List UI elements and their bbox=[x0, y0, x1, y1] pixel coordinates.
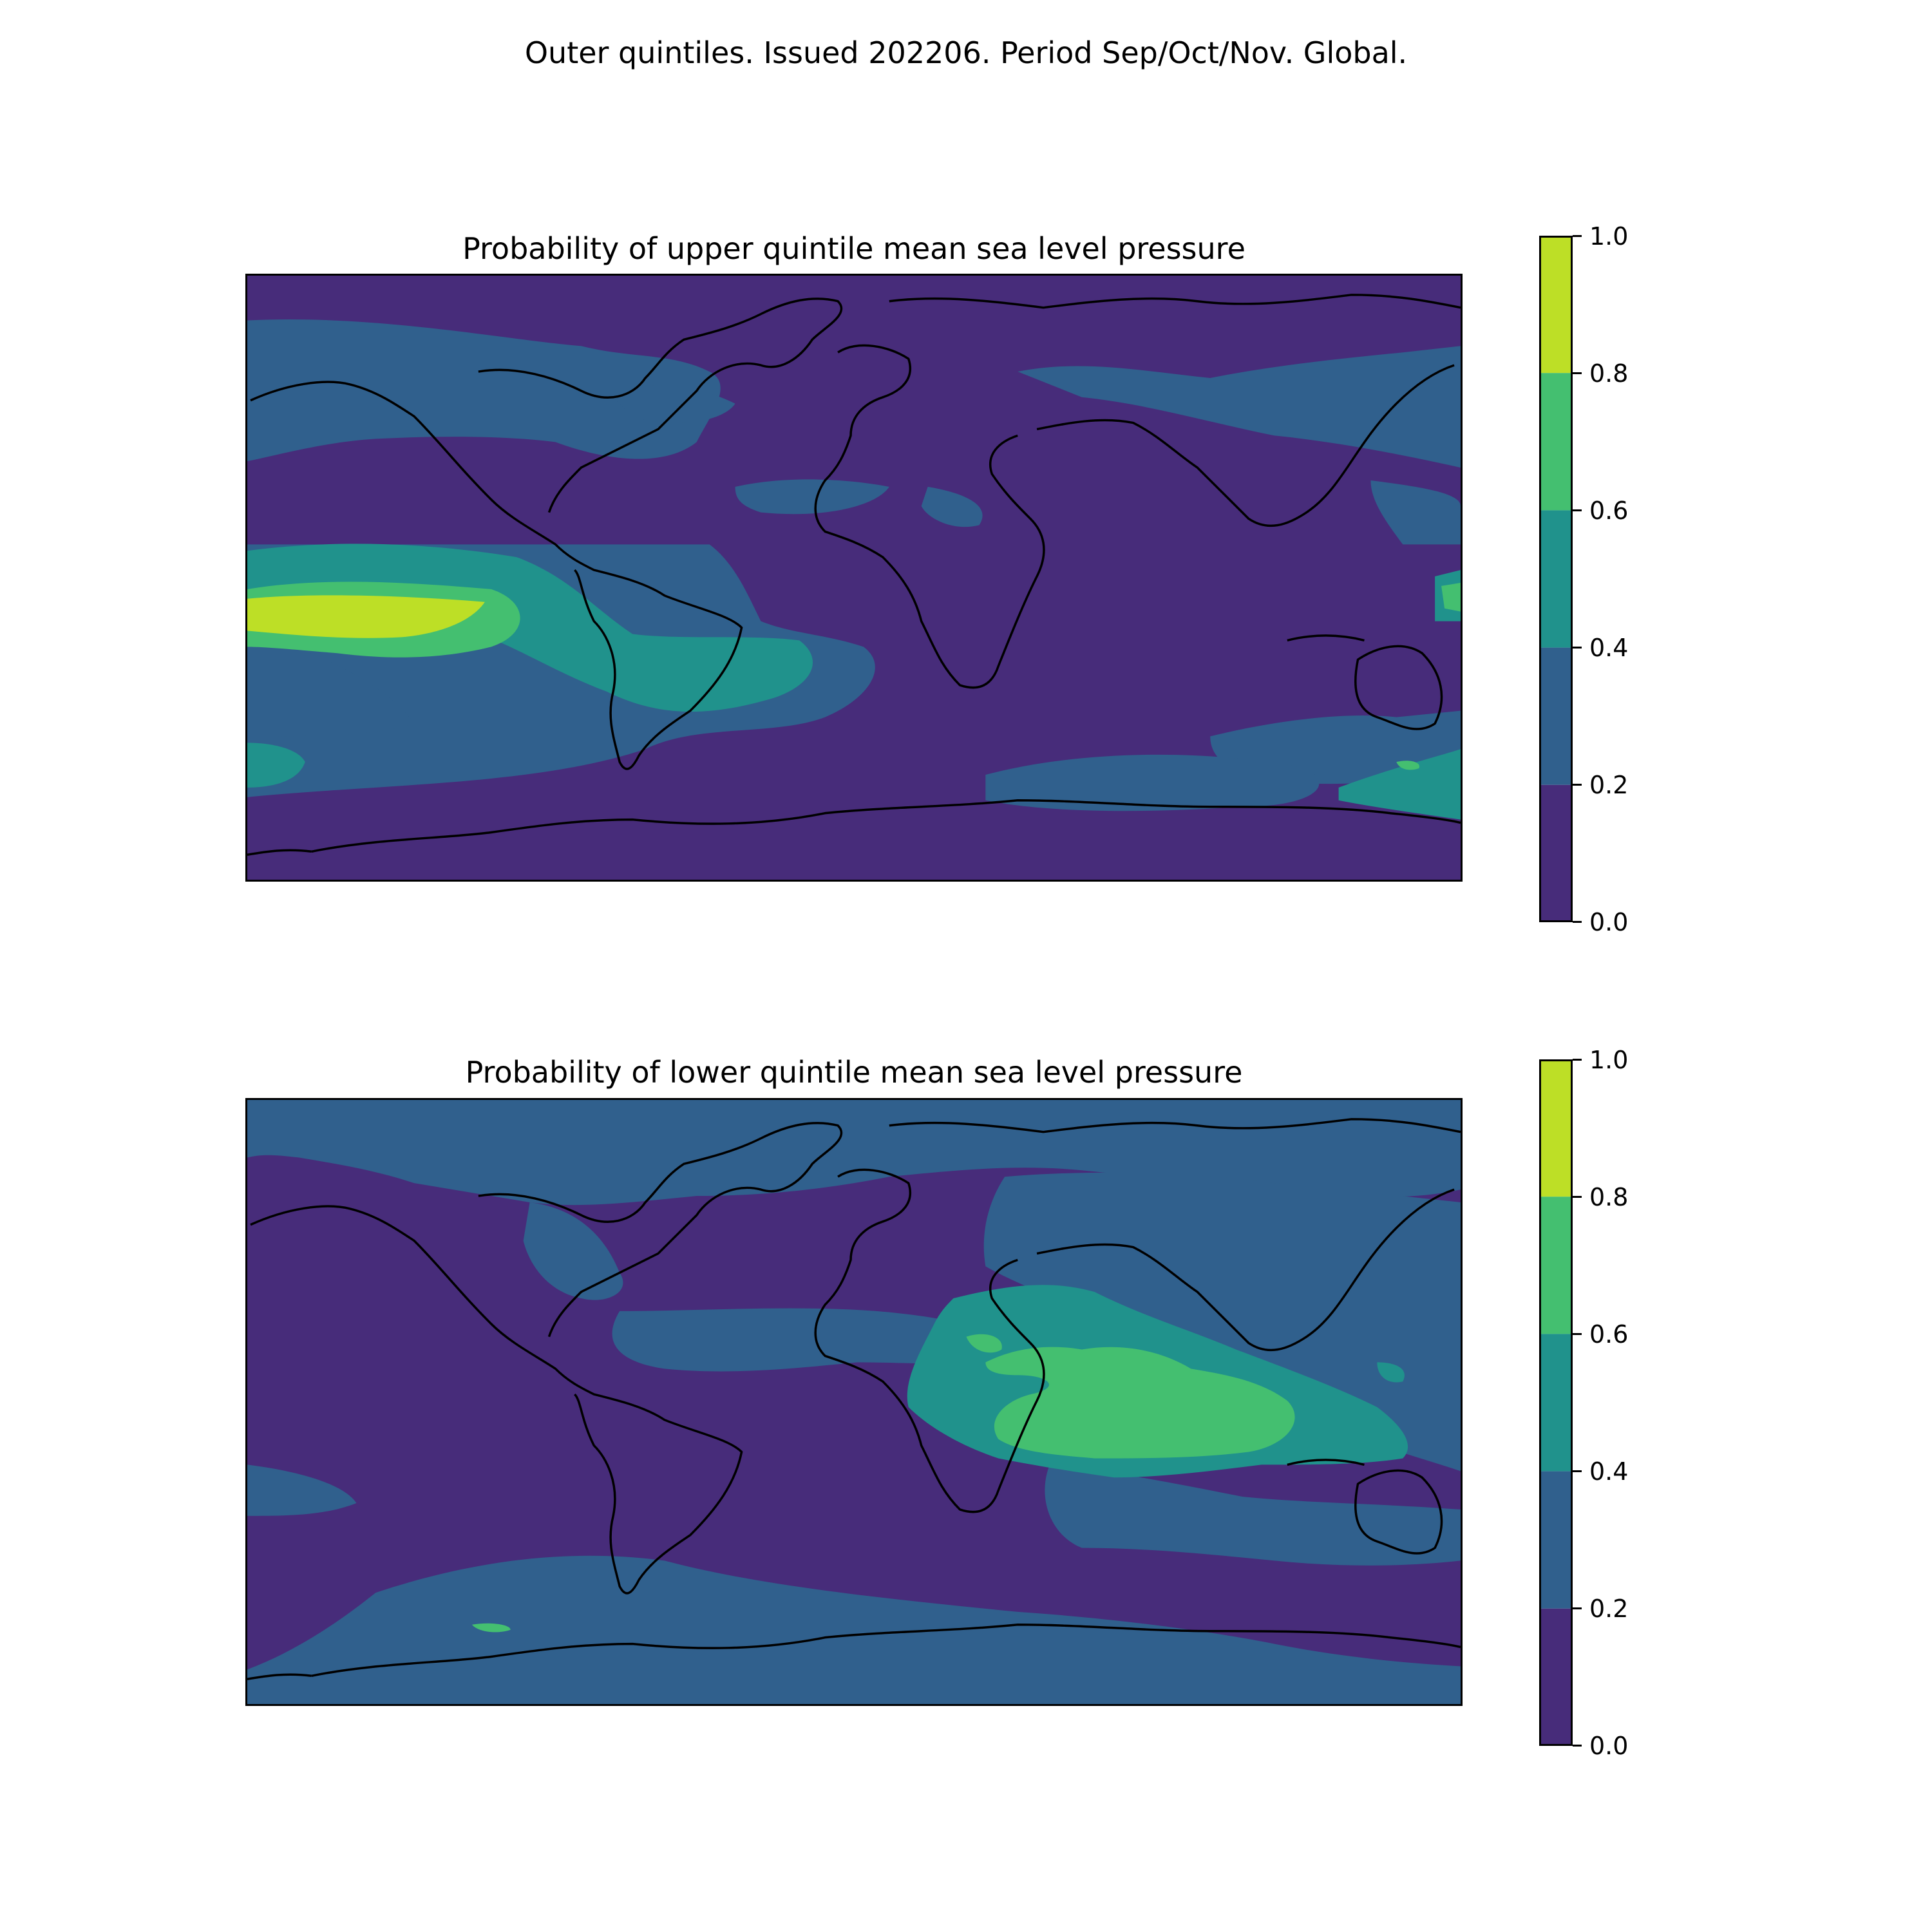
colorbar-tick-label: 0.6 bbox=[1589, 1320, 1629, 1349]
colorbar-upper-swatches bbox=[1539, 236, 1573, 922]
colorbar-tick-label: 0.0 bbox=[1589, 908, 1629, 936]
colorbar-tick-mark bbox=[1573, 1196, 1582, 1198]
colorbar-tick-mark bbox=[1573, 1607, 1582, 1609]
figure-title: Outer quintiles. Issued 202206. Period S… bbox=[524, 35, 1408, 70]
colorbar-tick-label: 0.4 bbox=[1589, 634, 1629, 662]
colorbar-tick-label: 0.2 bbox=[1589, 1595, 1629, 1623]
colorbar-tick-mark bbox=[1573, 784, 1582, 786]
colorbar-tick-mark bbox=[1573, 372, 1582, 374]
colorbar-tick-label: 0.0 bbox=[1589, 1732, 1629, 1760]
colorbar-swatch-0.8-1.0 bbox=[1539, 236, 1573, 374]
colorbar-tick-mark bbox=[1573, 1470, 1582, 1472]
colorbar-swatch-0.2-0.4 bbox=[1539, 647, 1573, 785]
colorbar-upper bbox=[1539, 236, 1573, 922]
colorbar-tick-label: 0.8 bbox=[1589, 359, 1629, 388]
colorbar-swatch-0.0-0.2 bbox=[1539, 784, 1573, 922]
map-lower-quintile bbox=[245, 1098, 1463, 1706]
colorbar-swatch-0.4-0.6 bbox=[1539, 510, 1573, 648]
colorbar-tick-label: 0.2 bbox=[1589, 771, 1629, 799]
colorbar-tick-mark bbox=[1573, 509, 1582, 511]
panel-title-upper: Probability of upper quintile mean sea l… bbox=[462, 231, 1245, 266]
colorbar-swatch-0.4-0.6 bbox=[1539, 1334, 1573, 1472]
colorbar-tick-mark bbox=[1573, 647, 1582, 649]
panel-title-lower: Probability of lower quintile mean sea l… bbox=[465, 1055, 1243, 1090]
colorbar-tick-label: 0.4 bbox=[1589, 1457, 1629, 1486]
colorbar-tick-mark bbox=[1573, 235, 1582, 237]
colorbar-tick-mark bbox=[1573, 1059, 1582, 1061]
colorbar-swatch-0.6-0.8 bbox=[1539, 1197, 1573, 1334]
colorbar-swatch-0.6-0.8 bbox=[1539, 373, 1573, 511]
colorbar-lower bbox=[1539, 1059, 1573, 1746]
map-lower-canvas bbox=[247, 1100, 1461, 1704]
colorbar-lower-swatches bbox=[1539, 1059, 1573, 1746]
colorbar-swatch-0.2-0.4 bbox=[1539, 1471, 1573, 1609]
colorbar-tick-mark bbox=[1573, 1745, 1582, 1747]
class-0.8-1.0-regions bbox=[247, 595, 485, 638]
coastlines bbox=[247, 294, 1461, 856]
colorbar-tick-label: 1.0 bbox=[1589, 1046, 1629, 1074]
map-upper-quintile bbox=[245, 274, 1463, 882]
coastlines bbox=[247, 1118, 1461, 1680]
colorbar-outline bbox=[1539, 236, 1573, 922]
colorbar-outline bbox=[1539, 1059, 1573, 1746]
map-upper-canvas bbox=[247, 276, 1461, 880]
colorbar-swatch-0.0-0.2 bbox=[1539, 1608, 1573, 1746]
colorbar-tick-mark bbox=[1573, 1333, 1582, 1335]
colorbar-tick-label: 1.0 bbox=[1589, 222, 1629, 251]
colorbar-tick-mark bbox=[1573, 921, 1582, 923]
class-0.6-0.8-regions bbox=[471, 1334, 1295, 1633]
colorbar-tick-label: 0.6 bbox=[1589, 497, 1629, 525]
colorbar-swatch-0.8-1.0 bbox=[1539, 1059, 1573, 1197]
colorbar-tick-label: 0.8 bbox=[1589, 1183, 1629, 1211]
